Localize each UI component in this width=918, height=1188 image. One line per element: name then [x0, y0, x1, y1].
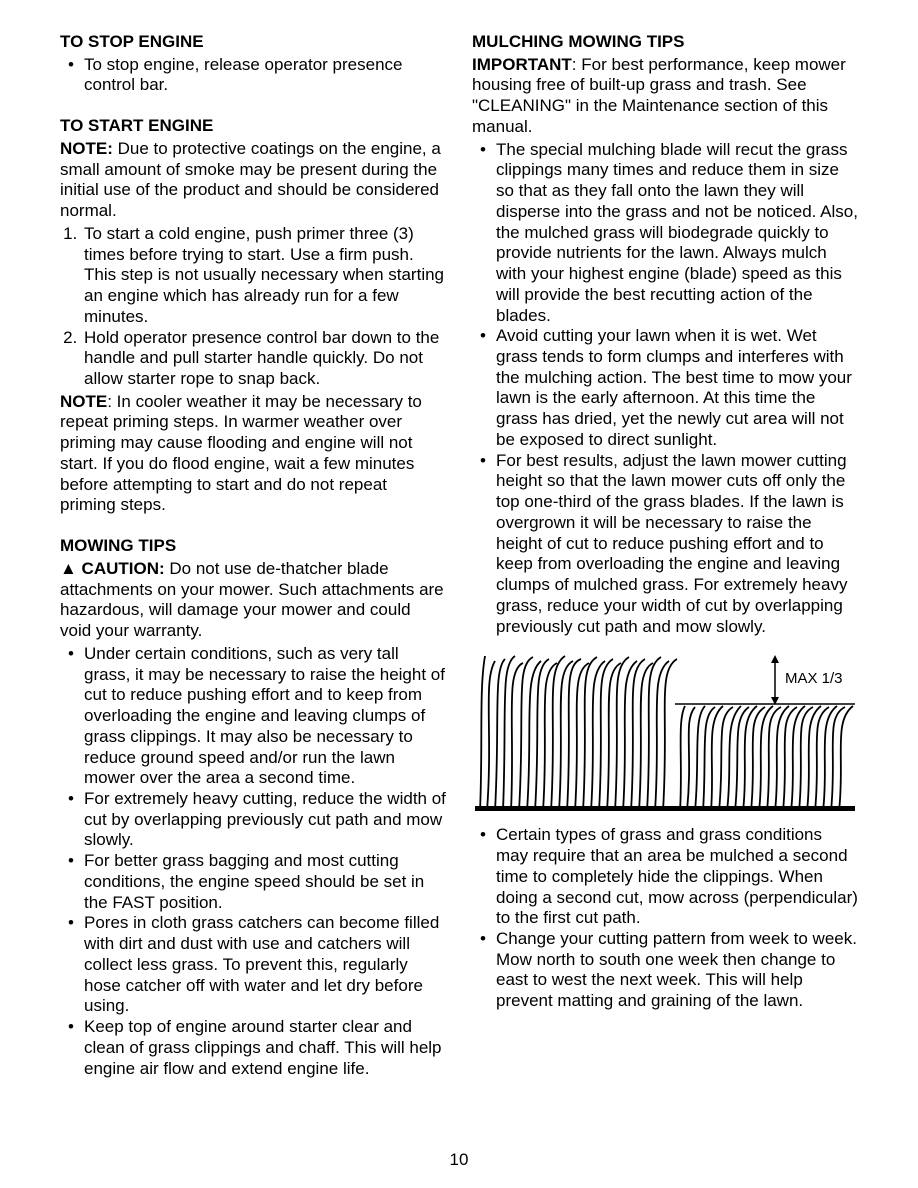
list-item: Certain types of grass and grass conditi…	[494, 825, 858, 929]
note-label: NOTE	[60, 392, 107, 411]
right-column: MULCHING MOWING TIPS IMPORTANT: For best…	[472, 32, 858, 1081]
list-item: Keep top of engine around starter clear …	[82, 1017, 446, 1079]
start-engine-steps: To start a cold engine, push primer thre…	[60, 224, 446, 390]
note-text: Due to protective coatings on the engine…	[60, 139, 441, 220]
list-item: The special mulching blade will recut th…	[494, 140, 858, 327]
list-item: To start a cold engine, push primer thre…	[82, 224, 446, 328]
note-label: NOTE:	[60, 139, 113, 158]
list-item: For better grass bagging and most cuttin…	[82, 851, 446, 913]
mulching-tips-list-top: The special mulching blade will recut th…	[472, 140, 858, 638]
left-column: TO STOP ENGINE To stop engine, release o…	[60, 32, 446, 1081]
list-item: For extremely heavy cutting, reduce the …	[82, 789, 446, 851]
page-number: 10	[0, 1150, 918, 1170]
list-item: Hold operator presence control bar down …	[82, 328, 446, 390]
list-item: To stop engine, release operator presenc…	[82, 55, 446, 96]
list-item: Change your cutting pattern from week to…	[494, 929, 858, 1012]
grass-figure: MAX 1/3	[472, 651, 858, 811]
manual-page: TO STOP ENGINE To stop engine, release o…	[0, 0, 918, 1188]
grass-illustration: MAX 1/3	[472, 651, 858, 811]
list-item: Under certain conditions, such as very t…	[82, 644, 446, 789]
mowing-tips-list: Under certain conditions, such as very t…	[60, 644, 446, 1079]
note-text: : In cooler weather it may be necessary …	[60, 392, 422, 515]
stop-engine-heading: TO STOP ENGINE	[60, 32, 446, 53]
list-item: For best results, adjust the lawn mower …	[494, 451, 858, 638]
start-note: NOTE: Due to protective coatings on the …	[60, 139, 446, 222]
start-engine-heading: TO START ENGINE	[60, 116, 446, 137]
figure-label: MAX 1/3	[785, 670, 843, 687]
mowing-tips-heading: MOWING TIPS	[60, 536, 446, 557]
stop-engine-list: To stop engine, release operator presenc…	[60, 55, 446, 96]
important-paragraph: IMPORTANT: For best performance, keep mo…	[472, 55, 858, 138]
start-note2: NOTE: In cooler weather it may be necess…	[60, 392, 446, 516]
important-label: IMPORTANT	[472, 55, 572, 74]
caution-label: CAUTION:	[77, 559, 165, 578]
list-item: Avoid cutting your lawn when it is wet. …	[494, 326, 858, 450]
mulching-tips-list-bottom: Certain types of grass and grass conditi…	[472, 825, 858, 1012]
mulching-heading: MULCHING MOWING TIPS	[472, 32, 858, 53]
list-item: Pores in cloth grass catchers can become…	[82, 913, 446, 1017]
caution-icon: ▲	[60, 559, 77, 578]
caution-paragraph: ▲ CAUTION: Do not use de-thatcher blade …	[60, 559, 446, 642]
two-column-layout: TO STOP ENGINE To stop engine, release o…	[60, 32, 858, 1081]
